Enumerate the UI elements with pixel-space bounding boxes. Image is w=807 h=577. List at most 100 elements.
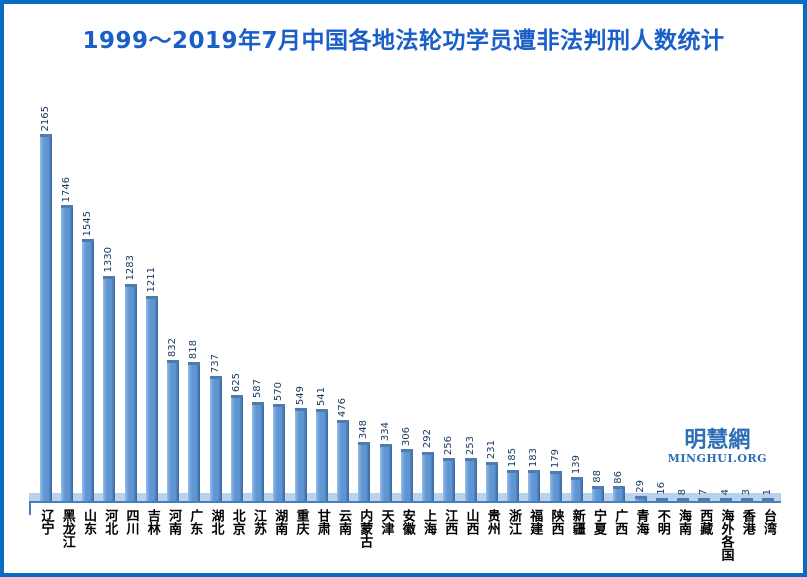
- bar-value-label: 348: [358, 419, 370, 439]
- category-label: 宁夏: [590, 509, 606, 535]
- category-label: 青海: [633, 509, 649, 535]
- category-label: 西藏: [697, 509, 713, 535]
- category-label: 内蒙古: [357, 509, 373, 548]
- bar: [719, 498, 732, 501]
- bar-slot: 139: [566, 64, 587, 501]
- category-label: 江西: [442, 509, 458, 535]
- category-label-cell: 福建: [524, 509, 545, 561]
- category-label: 广西: [612, 509, 628, 535]
- category-label-cell: 河北: [99, 509, 120, 561]
- bar-value-label: 1746: [60, 176, 72, 202]
- bar: [188, 362, 201, 501]
- bar-value-label: 185: [507, 447, 519, 467]
- category-label-cell: 青海: [630, 509, 651, 561]
- category-label-cell: 湖北: [205, 509, 226, 561]
- category-label: 湖北: [208, 509, 224, 535]
- category-label-cell: 广西: [609, 509, 630, 561]
- bar-slot: 625: [226, 64, 247, 501]
- category-label: 四川: [123, 509, 139, 535]
- bar: [273, 404, 286, 501]
- bar: [252, 401, 265, 501]
- bar-slot: 3: [736, 64, 757, 501]
- bar: [464, 458, 477, 501]
- bar-slot: 86: [609, 64, 630, 501]
- logo-text-latin: MINGHUI.ORG: [667, 452, 767, 466]
- category-label: 广东: [187, 509, 203, 535]
- category-label-cell: 四川: [120, 509, 141, 561]
- category-label-cell: 西藏: [694, 509, 715, 561]
- bar-slot: 185: [503, 64, 524, 501]
- category-label-cell: 北京: [226, 509, 247, 561]
- category-label-cell: 不明: [651, 509, 672, 561]
- bar-value-label: 3: [740, 488, 752, 495]
- bar: [379, 444, 392, 501]
- bar-value-label: 1283: [124, 255, 136, 281]
- bar-slot: 8: [673, 64, 694, 501]
- bar: [592, 486, 605, 501]
- category-label: 河北: [102, 509, 118, 535]
- category-label-cell: 甘肃: [311, 509, 332, 561]
- bar-slot: 7: [694, 64, 715, 501]
- bar-value-label: 306: [400, 427, 412, 447]
- category-label-cell: 山西: [460, 509, 481, 561]
- bar: [528, 470, 541, 501]
- bar-slot: 88: [588, 64, 609, 501]
- bar-slot: 231: [481, 64, 502, 501]
- bar-value-label: 253: [464, 436, 476, 456]
- category-label: 安徽: [399, 509, 415, 535]
- category-label-cell: 贵州: [481, 509, 502, 561]
- bar-value-label: 570: [273, 382, 285, 402]
- bar-value-label: 1: [762, 488, 774, 495]
- bar-slot: 1211: [141, 64, 162, 501]
- bar: [507, 469, 520, 501]
- bar-slot: 476: [333, 64, 354, 501]
- category-label: 辽宁: [38, 509, 54, 535]
- bar: [422, 451, 435, 501]
- category-label: 台湾: [760, 509, 776, 535]
- x-axis-left-tick: [29, 501, 31, 515]
- category-label-cell: 云南: [333, 509, 354, 561]
- category-label-cell: 浙江: [503, 509, 524, 561]
- category-label: 重庆: [293, 509, 309, 535]
- bar: [209, 376, 222, 501]
- bar-slot: 29: [630, 64, 651, 501]
- bar-value-label: 16: [655, 482, 667, 495]
- bar: [570, 477, 583, 501]
- category-label: 上海: [420, 509, 436, 535]
- category-label-cell: 重庆: [290, 509, 311, 561]
- bar: [337, 420, 350, 501]
- bar-slot: 587: [248, 64, 269, 501]
- bar-value-label: 737: [209, 354, 221, 374]
- bar-slot: 183: [524, 64, 545, 501]
- category-label-cell: 内蒙古: [354, 509, 375, 561]
- category-label: 天津: [378, 509, 394, 535]
- category-label-cell: 江苏: [248, 509, 269, 561]
- bar: [485, 461, 498, 501]
- bar-value-label: 7: [698, 488, 710, 495]
- category-label: 福建: [527, 509, 543, 535]
- category-label: 香港: [739, 509, 755, 535]
- category-label-cell: 台湾: [758, 509, 779, 561]
- bar: [124, 283, 137, 501]
- bar-slot: 179: [545, 64, 566, 501]
- category-label: 不明: [654, 509, 670, 535]
- bar-slot: 737: [205, 64, 226, 501]
- bar: [443, 457, 456, 501]
- bar-value-label: 541: [315, 387, 327, 407]
- bar-slot: 2165: [35, 64, 56, 501]
- category-label-cell: 河南: [163, 509, 184, 561]
- category-label-cell: 海南: [673, 509, 694, 561]
- category-label: 陕西: [548, 509, 564, 535]
- category-label: 山西: [463, 509, 479, 535]
- bar-value-label: 139: [570, 455, 582, 475]
- bar: [103, 275, 116, 501]
- bar-slot: 4: [715, 64, 736, 501]
- bar: [698, 498, 711, 501]
- bar-value-label: 2165: [39, 105, 51, 131]
- bar-slot: 541: [311, 64, 332, 501]
- x-axis-labels: 辽宁 黑龙江 山东 河北 四川 吉林 河南 广东 湖北 北京 江苏 湖南 重庆 甘肃 云南 内蒙古 天津 安徽 上海…: [35, 509, 779, 561]
- category-label: 贵州: [484, 509, 500, 535]
- bar: [60, 205, 73, 501]
- category-label: 黑龙江: [59, 509, 75, 548]
